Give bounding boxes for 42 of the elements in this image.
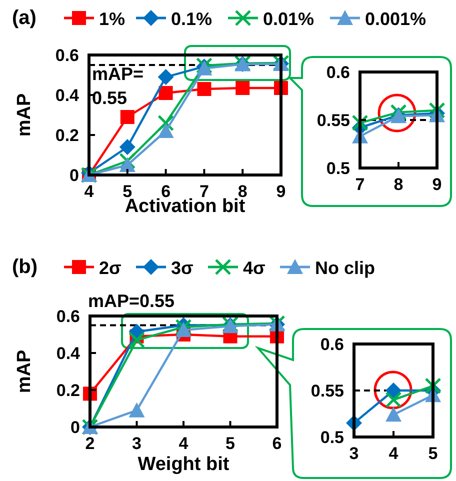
y-axis-title: mAP bbox=[14, 93, 35, 137]
y-tick-label: 0.6 bbox=[55, 46, 79, 65]
x-tick-label: 7 bbox=[355, 175, 365, 194]
x-tick-label: 8 bbox=[394, 175, 404, 194]
x-tick-label: 5 bbox=[428, 444, 438, 463]
legend-label: 0.01% bbox=[263, 9, 314, 29]
ref-line-label: mAP= 0.55 bbox=[92, 64, 144, 108]
x-tick-label: 4 bbox=[178, 434, 189, 453]
x-tick-label: 5 bbox=[226, 434, 235, 453]
y-tick-label: 0.2 bbox=[56, 381, 80, 400]
x-tick-label: 9 bbox=[276, 182, 286, 201]
x-tick-label: 3 bbox=[132, 434, 142, 453]
y-tick-label: 0.55 bbox=[310, 382, 344, 400]
y-tick-label: 0.5 bbox=[326, 159, 350, 178]
y-tick-label: 0.6 bbox=[320, 335, 344, 354]
y-tick-label: 0.6 bbox=[326, 63, 350, 82]
x-tick-label: 9 bbox=[432, 175, 442, 194]
legend-label: No clip bbox=[315, 258, 376, 278]
x-tick-label: 4 bbox=[84, 182, 94, 201]
ref-line-label: mAP=0.55 bbox=[88, 291, 175, 311]
y-tick-label: 0.5 bbox=[320, 428, 344, 447]
chart-title: (b) bbox=[12, 256, 38, 278]
y-tick-label: 0.2 bbox=[55, 126, 79, 145]
y-tick-label: 0.6 bbox=[56, 307, 80, 326]
y-axis-title: mAP bbox=[14, 350, 35, 394]
legend-label: 0.1% bbox=[171, 9, 212, 29]
y-tick-label: 0 bbox=[70, 166, 79, 185]
x-tick-label: 3 bbox=[349, 444, 359, 463]
legend-label: 0.001% bbox=[365, 9, 426, 29]
x-tick-label: 6 bbox=[272, 434, 282, 453]
legend-label: 2σ bbox=[99, 258, 122, 278]
y-tick-label: 0 bbox=[70, 418, 80, 437]
y-tick-label: 0.4 bbox=[56, 344, 81, 363]
y-tick-label: 0.4 bbox=[55, 86, 80, 105]
legend-label: 1% bbox=[99, 9, 126, 29]
legend-label: 3σ bbox=[171, 258, 194, 278]
legend-label: 4σ bbox=[243, 258, 266, 278]
x-tick-label: 4 bbox=[388, 444, 399, 463]
chart-title: (a) bbox=[12, 7, 36, 29]
y-tick-label: 0.55 bbox=[316, 111, 350, 130]
x-axis-title: Weight bit bbox=[138, 454, 230, 475]
x-tick-label: 2 bbox=[85, 434, 95, 453]
